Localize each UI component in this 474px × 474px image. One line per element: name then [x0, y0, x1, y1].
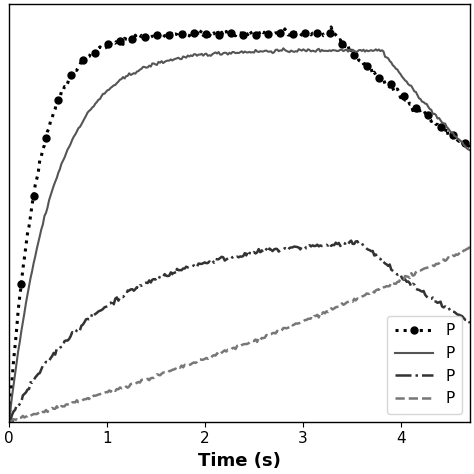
P [288, 245, 294, 250]
P [467, 144, 473, 150]
X-axis label: Time (s): Time (s) [198, 452, 281, 470]
P [6, 418, 12, 424]
P [425, 296, 431, 301]
P [281, 246, 286, 252]
P [279, 247, 284, 253]
P [8, 407, 13, 412]
P [467, 320, 473, 326]
P [281, 46, 286, 51]
P [290, 322, 295, 328]
P [9, 418, 15, 424]
P [425, 264, 431, 270]
P [396, 89, 402, 95]
P [396, 69, 402, 75]
Line: P: P [9, 48, 470, 421]
P [467, 244, 473, 250]
P [328, 24, 334, 30]
Line: P: P [9, 247, 470, 421]
P [8, 398, 13, 404]
P [425, 104, 431, 109]
P [288, 30, 294, 36]
P [467, 147, 473, 153]
P [348, 238, 354, 244]
P [282, 47, 288, 53]
P [6, 419, 12, 424]
P [279, 48, 284, 54]
P [8, 419, 13, 424]
P [281, 31, 286, 36]
P [6, 418, 12, 423]
P [279, 28, 284, 34]
Legend: P, P, P, P: P, P, P, P [387, 316, 462, 414]
P [425, 113, 431, 118]
P [6, 419, 12, 424]
P [396, 279, 402, 284]
Line: P: P [6, 24, 474, 424]
P [8, 417, 13, 423]
P [281, 325, 286, 331]
P [282, 325, 288, 331]
P [396, 271, 402, 276]
Line: P: P [9, 241, 470, 420]
P [290, 48, 295, 54]
